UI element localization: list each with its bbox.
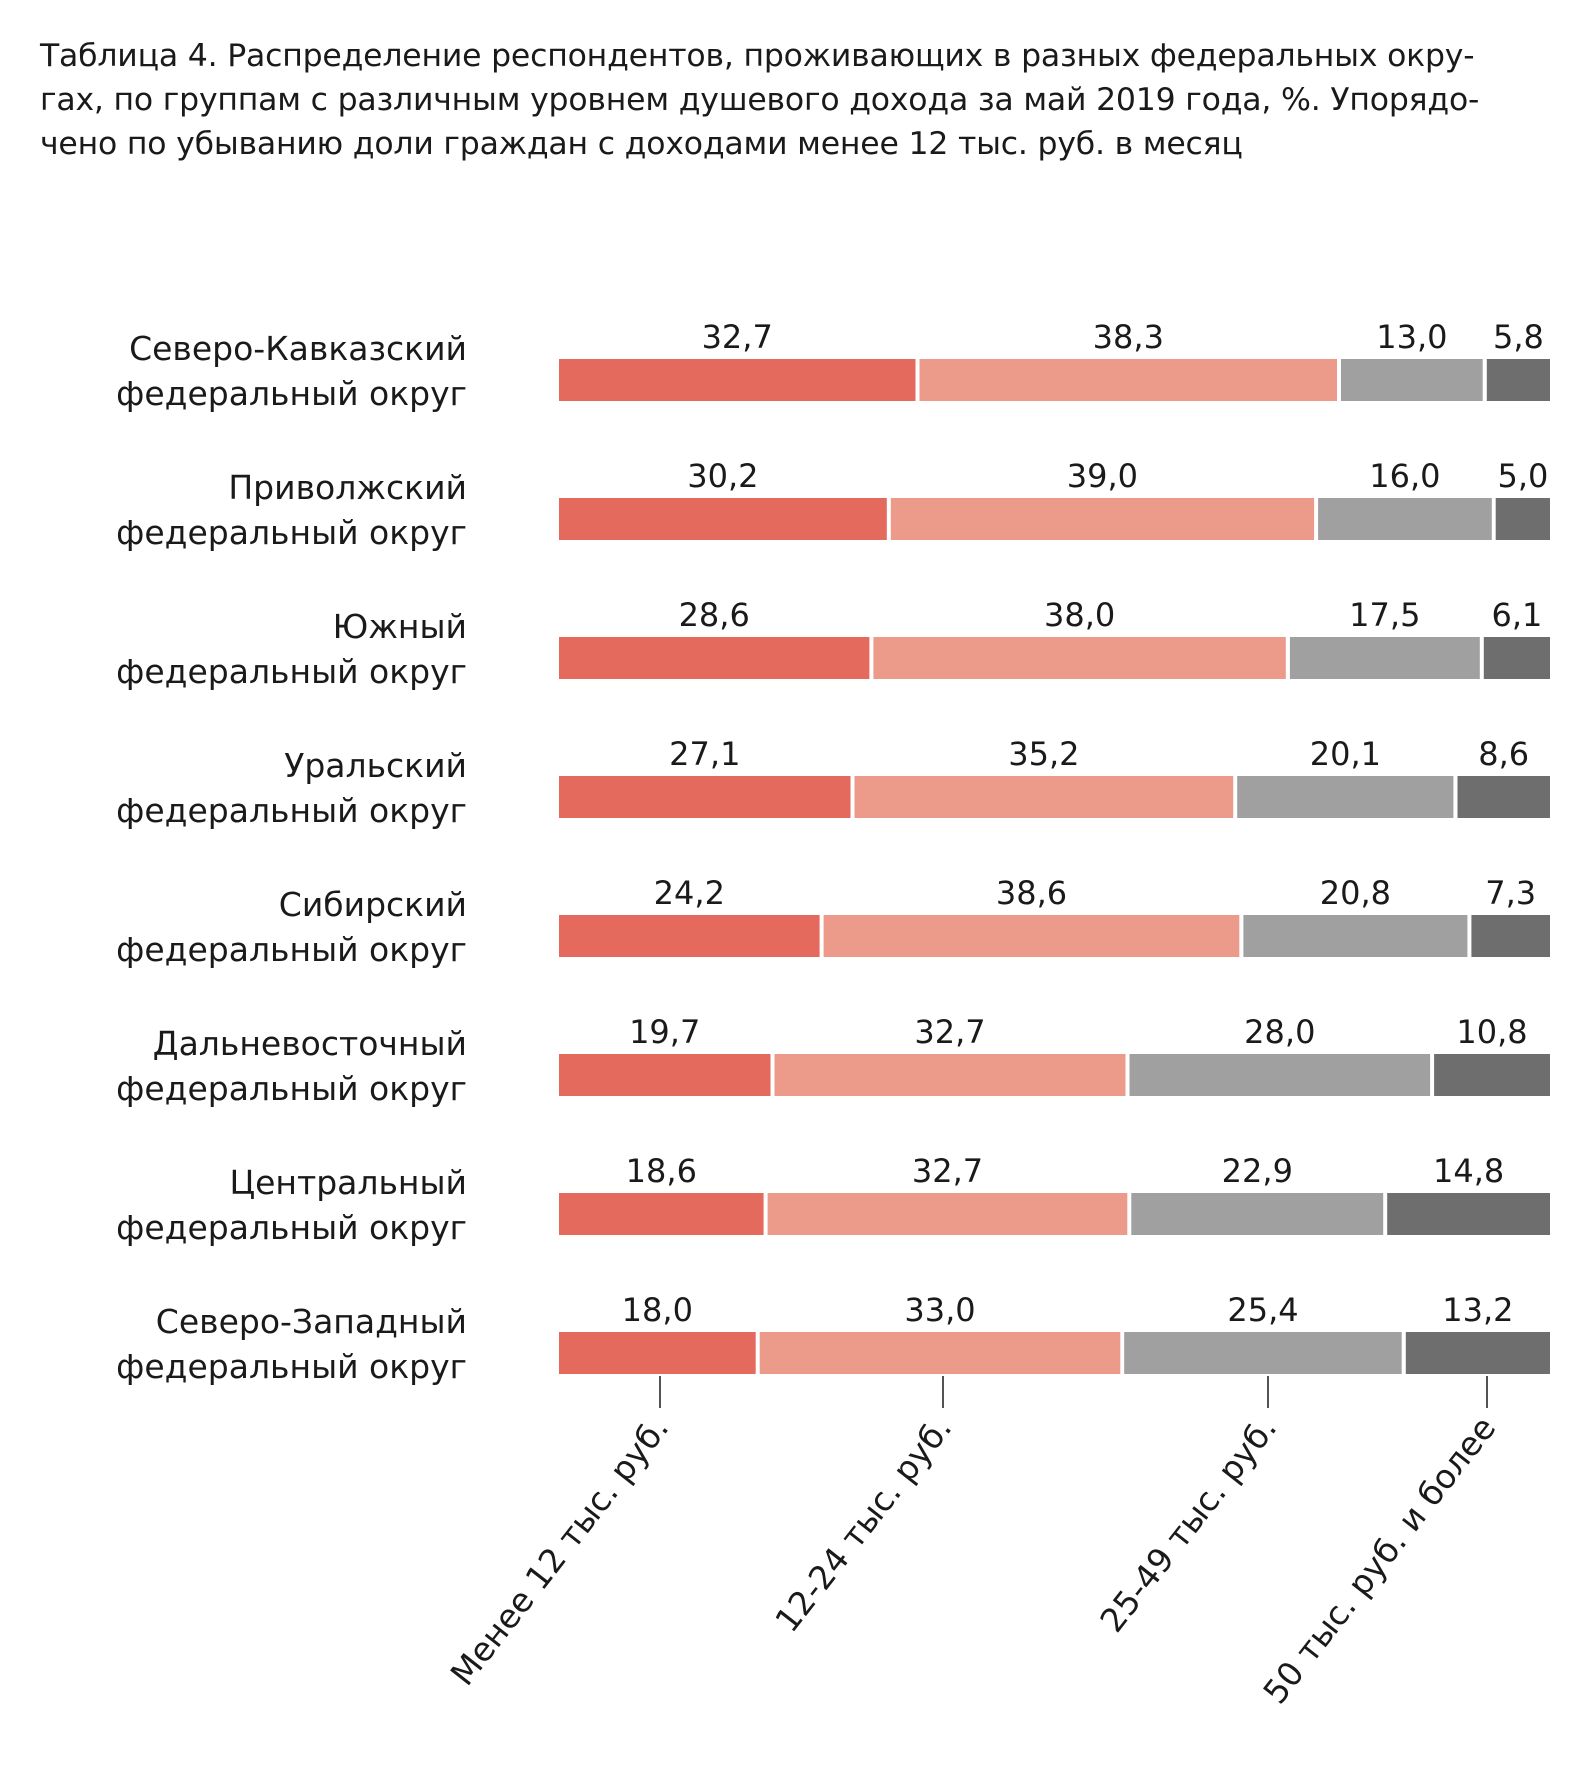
data-label: 10,8: [1456, 1013, 1527, 1051]
bar-segment: [1129, 1054, 1431, 1096]
category-label: Уральский федеральный округ: [116, 746, 467, 830]
data-label: 33,0: [904, 1291, 975, 1329]
title-line-1: Таблица 4. Распределение респондентов, п…: [40, 38, 1475, 74]
data-label: 38,6: [996, 874, 1067, 912]
bar-segment: [1405, 1332, 1550, 1374]
data-label: 6,1: [1491, 596, 1542, 634]
data-label: 24,2: [654, 874, 725, 912]
data-label: 32,7: [702, 318, 773, 356]
data-label: 22,9: [1222, 1152, 1293, 1190]
data-label: 5,8: [1493, 318, 1544, 356]
category-label-line: Сибирский: [279, 885, 467, 924]
data-label: 19,7: [629, 1013, 700, 1051]
bar-segment: [919, 359, 1337, 401]
category-label-line: федеральный округ: [116, 652, 467, 691]
chart-title: Таблица 4. Распределение респондентов, п…: [40, 34, 1540, 166]
legend-label: 12-24 тыс. руб.: [767, 1409, 959, 1640]
data-label: 14,8: [1433, 1152, 1504, 1190]
bar-segment: [559, 637, 870, 679]
bar-segment: [890, 498, 1315, 540]
category-label: Центральный федеральный округ: [116, 1163, 467, 1247]
data-label: 38,0: [1044, 596, 1115, 634]
data-label: 30,2: [687, 457, 758, 495]
category-label: Сибирский федеральный округ: [116, 885, 467, 969]
data-label: 32,7: [912, 1152, 983, 1190]
bar-segment: [1124, 1332, 1402, 1374]
data-label: 18,0: [622, 1291, 693, 1329]
bar-segment: [759, 1332, 1121, 1374]
category-label-line: Приволжский: [228, 468, 467, 507]
data-label: 28,6: [679, 596, 750, 634]
category-label-line: федеральный округ: [116, 1347, 467, 1386]
category-label-line: федеральный округ: [116, 1069, 467, 1108]
bar-segment: [1243, 915, 1468, 957]
data-label: 20,1: [1310, 735, 1381, 773]
data-label: 32,7: [914, 1013, 985, 1051]
bar-segment: [559, 776, 851, 818]
category-label: Дальневосточный федеральный округ: [116, 1024, 467, 1108]
data-label: 8,6: [1478, 735, 1529, 773]
bar-segment: [1237, 776, 1454, 818]
data-label: 18,6: [626, 1152, 697, 1190]
category-label-line: Дальневосточный: [153, 1024, 467, 1063]
data-label: 38,3: [1093, 318, 1164, 356]
bar-segment: [767, 1193, 1128, 1235]
title-line-2: гах, по группам с различным уровнем душе…: [40, 82, 1480, 118]
bar-segment: [1434, 1054, 1550, 1096]
data-label: 7,3: [1485, 874, 1536, 912]
legend-label: 50 тыс. руб. и более: [1255, 1409, 1503, 1711]
bar-segment: [1483, 637, 1550, 679]
category-label: Северо-Кавказский федеральный округ: [116, 329, 467, 413]
category-label-line: Северо-Западный: [156, 1302, 467, 1341]
category-label-line: федеральный округ: [116, 374, 467, 413]
bar-segment: [873, 637, 1286, 679]
bar-segment: [559, 1193, 764, 1235]
category-label-line: Уральский: [284, 746, 467, 785]
data-label: 27,1: [669, 735, 740, 773]
category-label-line: федеральный округ: [116, 930, 467, 969]
data-label: 35,2: [1008, 735, 1079, 773]
bar-segment: [774, 1054, 1126, 1096]
bar-segment: [1486, 359, 1550, 401]
legend-label: Менее 12 тыс. руб.: [443, 1409, 677, 1693]
bar-segment: [559, 915, 820, 957]
bar-segment: [854, 776, 1234, 818]
title-line-3: чено по убыванию доли граждан с доходами…: [40, 126, 1243, 162]
bar-segment: [1471, 915, 1550, 957]
category-label-line: федеральный округ: [116, 513, 467, 552]
data-label: 16,0: [1369, 457, 1440, 495]
category-label: Северо-Западный федеральный округ: [116, 1302, 467, 1386]
data-label: 13,2: [1442, 1291, 1513, 1329]
category-label-line: федеральный округ: [116, 791, 467, 830]
data-label: 39,0: [1067, 457, 1138, 495]
data-label: 5,0: [1497, 457, 1548, 495]
bar-segment: [823, 915, 1240, 957]
category-label-line: Южный: [333, 607, 467, 646]
bar-segment: [559, 1332, 756, 1374]
bar-segment: [1289, 637, 1480, 679]
category-label: Южный федеральный округ: [116, 607, 467, 691]
bar-segment: [1387, 1193, 1550, 1235]
data-label: 25,4: [1227, 1291, 1298, 1329]
legend-label: 25-49 тыс. руб.: [1092, 1409, 1284, 1640]
bar-segment: [559, 1054, 771, 1096]
category-label-line: федеральный округ: [116, 1208, 467, 1247]
bar-segment: [1131, 1193, 1384, 1235]
data-label: 17,5: [1349, 596, 1420, 634]
bar-segment: [559, 498, 887, 540]
bar-segment: [1457, 776, 1550, 818]
bar-segment: [1318, 498, 1492, 540]
data-label: 28,0: [1244, 1013, 1315, 1051]
category-label-line: Северо-Кавказский: [129, 329, 467, 368]
bar-segment: [559, 359, 916, 401]
bar-segment: [1341, 359, 1483, 401]
category-label: Приволжский федеральный округ: [116, 468, 467, 552]
bar-segment: [1495, 498, 1550, 540]
category-label-line: Центральный: [229, 1163, 467, 1202]
data-label: 20,8: [1320, 874, 1391, 912]
data-label: 13,0: [1376, 318, 1447, 356]
